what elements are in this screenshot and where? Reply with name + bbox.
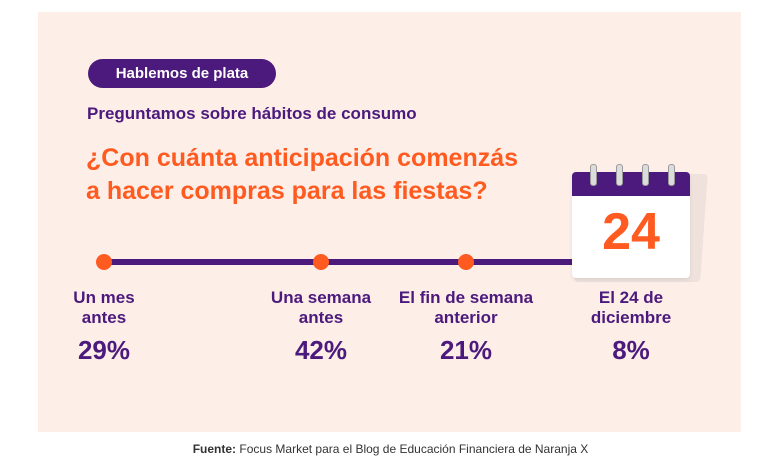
timeline-line: [104, 259, 574, 265]
value-label: 21%: [439, 335, 493, 365]
timeline-dot: [313, 254, 329, 270]
source-text: Focus Market para el Blog de Educación F…: [236, 442, 589, 456]
source-note: Fuente: Focus Market para el Blog de Edu…: [0, 442, 781, 456]
calendar-number: 24: [602, 203, 660, 261]
question-line-2: a hacer compras para las fiestas?: [86, 177, 488, 205]
category-label-line: antes: [81, 308, 127, 327]
category-label: El 24 de diciembre: [591, 288, 671, 328]
category-label-line: anterior: [434, 308, 498, 327]
question-title: ¿Con cuánta anticipación comenzás a hace…: [86, 142, 566, 208]
value-label: 8%: [612, 335, 650, 365]
category-label: Un mes antes: [73, 288, 134, 328]
timeline-dot: [96, 254, 112, 270]
calendar-icon: 24: [568, 164, 708, 284]
category-label-line: Un mes: [73, 288, 135, 307]
source-label: Fuente:: [192, 442, 237, 456]
calendar-ring-icon: [616, 164, 623, 186]
category-label-line: El 24 de: [598, 288, 664, 307]
subtitle: Preguntamos sobre hábitos de consumo: [87, 104, 417, 123]
calendar-ring-icon: [642, 164, 649, 186]
category-label-line: Una semana: [270, 288, 372, 307]
timeline-dot: [458, 254, 474, 270]
category-label-line: antes: [298, 308, 344, 327]
infographic-card: Hablemos de plata Preguntamos sobre hábi…: [38, 12, 741, 432]
topic-badge: Hablemos de plata: [88, 59, 276, 88]
category-label: Una semana antes: [271, 288, 371, 328]
calendar-ring-icon: [590, 164, 597, 186]
value-label: 42%: [294, 335, 348, 365]
category-label-line: diciembre: [590, 308, 672, 327]
category-label-line: El fin de semana: [398, 288, 534, 307]
category-label: El fin de semana anterior: [399, 288, 533, 328]
calendar-ring-icon: [668, 164, 675, 186]
question-line-1: ¿Con cuánta anticipación comenzás: [86, 144, 519, 172]
value-label: 29%: [77, 335, 131, 365]
